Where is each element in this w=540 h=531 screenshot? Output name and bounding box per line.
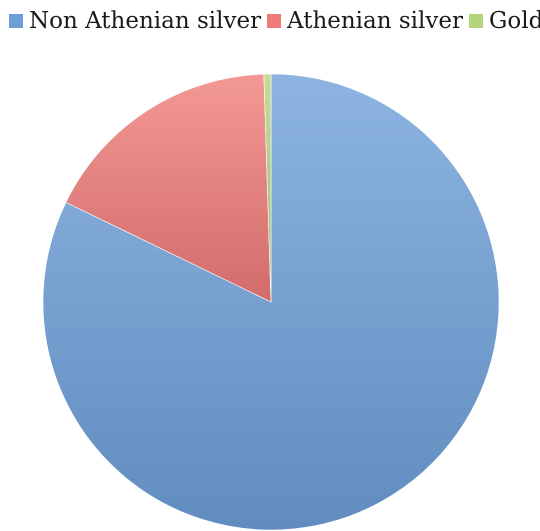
pie-slice-gold — [263, 73, 272, 303]
pie-slices — [42, 73, 500, 531]
legend-item-athenian-silver: Athenian silver — [267, 4, 463, 38]
chart-legend: Non Athenian silver Athenian silver Gold — [0, 4, 540, 38]
legend-label-gold: Gold — [489, 8, 540, 34]
legend-item-non-athenian-silver: Non Athenian silver — [9, 4, 261, 38]
pie-slice-athenian-silver — [65, 73, 272, 303]
legend-swatch-athenian-silver — [267, 14, 281, 28]
legend-swatch-gold — [469, 14, 483, 28]
legend-label-athenian-silver: Athenian silver — [287, 8, 463, 34]
legend-swatch-non-athenian-silver — [9, 14, 23, 28]
legend-label-non-athenian-silver: Non Athenian silver — [29, 8, 262, 34]
legend-item-gold: Gold — [469, 4, 540, 38]
